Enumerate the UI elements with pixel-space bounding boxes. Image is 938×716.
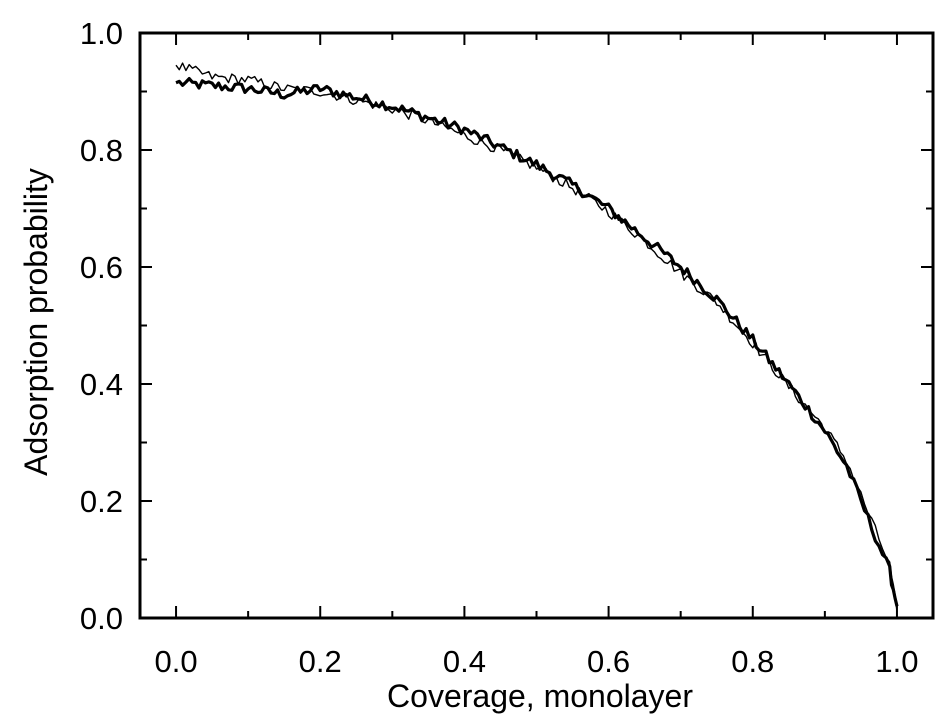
x-tick-label: 1.0	[875, 644, 918, 679]
x-axis-ticks	[175, 33, 898, 618]
plot-area	[138, 31, 935, 620]
y-tick-label: 0.4	[80, 367, 123, 402]
x-tick-label: 0.2	[299, 644, 342, 679]
y-tick-label: 0.6	[80, 250, 123, 285]
y-tick-label: 0.8	[80, 133, 123, 168]
series-layer	[175, 62, 899, 613]
y-tick-label: 1.0	[80, 16, 123, 51]
y-tick-label: 0.2	[80, 484, 123, 519]
x-axis-label: Coverage, monolayer	[387, 678, 693, 714]
series-line-1	[175, 77, 899, 607]
y-axis-tick-labels: 0.0 0.2 0.4 0.6 0.8 1.0	[80, 16, 123, 636]
x-tick-label: 0.0	[154, 644, 197, 679]
y-axis-ticks	[140, 32, 933, 619]
x-axis-tick-labels: 0.0 0.2 0.4 0.6 0.8 1.0	[154, 644, 918, 679]
y-tick-label: 0.0	[80, 601, 123, 636]
x-tick-label: 0.4	[443, 644, 486, 679]
x-tick-label: 0.8	[731, 644, 774, 679]
x-tick-label: 0.6	[587, 644, 630, 679]
y-axis-label: Adsorption probability	[18, 168, 54, 476]
series-line-2	[175, 62, 898, 613]
